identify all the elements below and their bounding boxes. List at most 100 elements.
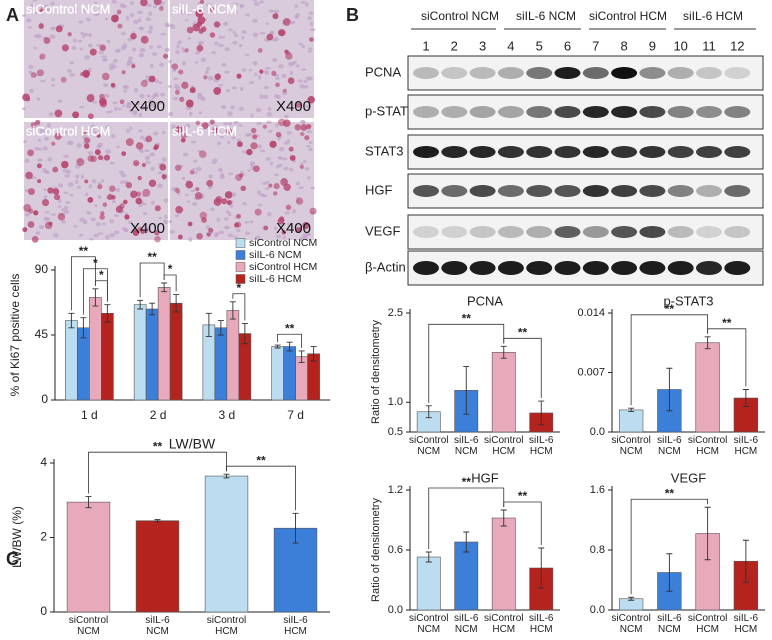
cell xyxy=(116,145,120,149)
nucleus xyxy=(252,134,258,140)
nucleus xyxy=(174,164,182,171)
cell xyxy=(273,226,278,230)
cell xyxy=(130,13,135,18)
error-bar xyxy=(274,344,281,349)
lane-number: 10 xyxy=(673,38,687,53)
cell xyxy=(156,183,163,189)
cell xyxy=(40,3,44,9)
cell xyxy=(275,77,281,80)
band xyxy=(526,261,553,275)
cell xyxy=(33,46,37,50)
y-tick-label: 1.2 xyxy=(388,484,403,496)
nucleus xyxy=(119,99,125,105)
cell xyxy=(250,220,254,224)
nucleus xyxy=(140,35,149,44)
cell xyxy=(85,192,89,197)
y-axis-label: Ratio of densitometry xyxy=(370,498,382,602)
x-tick-label: siIL-6 HCM xyxy=(529,435,554,457)
error-bar xyxy=(704,336,711,350)
significance-bracket xyxy=(707,328,747,387)
cell xyxy=(221,35,226,39)
cell xyxy=(241,29,247,34)
nucleus xyxy=(302,221,310,229)
cell xyxy=(119,2,125,8)
cell xyxy=(241,35,245,40)
legend-label: siControl HCM xyxy=(249,261,317,273)
cell xyxy=(205,225,210,230)
cell xyxy=(257,203,263,207)
cell xyxy=(95,222,102,227)
bar xyxy=(204,475,249,613)
nucleus xyxy=(179,96,185,103)
cell xyxy=(247,169,251,172)
x-tick-label: siControl NCM xyxy=(68,615,109,637)
cell xyxy=(28,88,35,93)
nucleus xyxy=(110,82,116,88)
error-bar xyxy=(286,341,293,352)
band xyxy=(554,146,581,158)
cell xyxy=(136,10,143,15)
cell xyxy=(228,121,233,126)
significance-bracket xyxy=(226,465,296,511)
cell xyxy=(233,121,240,125)
cell xyxy=(144,225,148,230)
chart-title: LW/BW xyxy=(169,436,216,452)
cell xyxy=(239,106,244,112)
cell xyxy=(300,68,307,71)
significance-label: * xyxy=(93,256,98,270)
cell xyxy=(153,105,158,109)
nucleus xyxy=(137,175,142,181)
nucleus xyxy=(122,199,128,205)
cell xyxy=(113,230,120,235)
band xyxy=(554,185,581,197)
cell xyxy=(127,37,133,42)
significance-label: ** xyxy=(256,453,266,467)
cell xyxy=(47,157,52,162)
nucleus xyxy=(158,6,164,11)
cell xyxy=(94,1,98,7)
nucleus xyxy=(306,123,312,130)
band xyxy=(582,226,609,238)
band xyxy=(441,67,468,79)
cell xyxy=(122,85,128,88)
cell xyxy=(91,125,96,130)
bar xyxy=(169,302,183,401)
x-tick-label: siIL-6 HCM xyxy=(733,613,759,635)
cell xyxy=(139,93,145,99)
cell xyxy=(68,182,74,187)
cell xyxy=(88,33,93,38)
cell xyxy=(241,68,247,72)
cell xyxy=(39,129,46,134)
nucleus xyxy=(135,197,143,205)
cell xyxy=(277,156,283,160)
significance-label: ** xyxy=(147,250,157,264)
cell xyxy=(115,187,121,193)
cell xyxy=(274,123,279,128)
cell xyxy=(148,102,155,108)
x-tick-label: siIL-6 NCM xyxy=(657,613,682,635)
cell xyxy=(28,64,34,70)
cell xyxy=(95,12,100,17)
cell xyxy=(138,129,143,133)
error-bar xyxy=(463,531,470,553)
cell xyxy=(149,63,154,68)
cell xyxy=(22,14,27,17)
error-bar xyxy=(628,596,635,601)
cell xyxy=(111,0,117,4)
magnification: X400 xyxy=(276,220,311,237)
cell xyxy=(158,216,162,220)
cell xyxy=(27,129,33,134)
band xyxy=(413,185,439,197)
nucleus xyxy=(83,143,90,149)
bar xyxy=(491,351,516,433)
cell xyxy=(67,68,72,73)
nucleus xyxy=(181,81,189,89)
cell xyxy=(224,70,230,74)
nucleus xyxy=(259,69,264,74)
cell xyxy=(250,113,254,118)
cell xyxy=(267,129,273,133)
cell xyxy=(150,200,156,205)
bar xyxy=(283,346,296,401)
cell xyxy=(139,47,146,53)
nucleus xyxy=(213,21,221,28)
